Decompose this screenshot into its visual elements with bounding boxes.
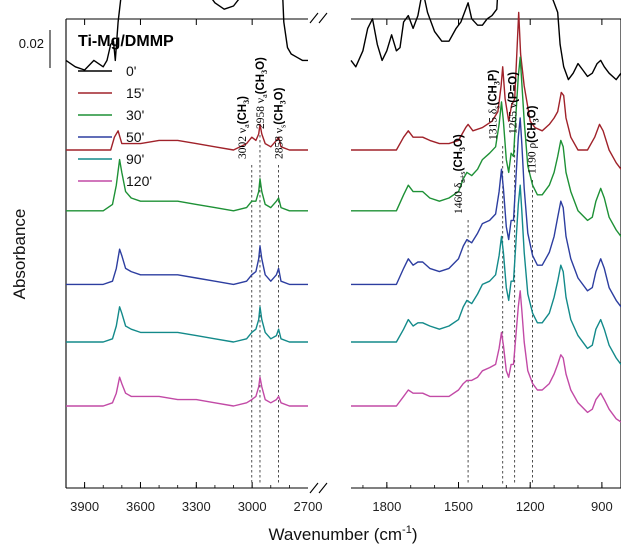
peak-label-1190: 1190 ρ(CH3O) — [527, 105, 541, 174]
series-line-15min — [351, 11, 621, 170]
series-line-50min — [351, 117, 621, 308]
series-line-0min — [350, 0, 621, 81]
x-axis-ticks: 3900 3600 3300 3000 2700 1800 1500 1200 900 — [70, 19, 613, 514]
series-line-30min — [351, 56, 621, 237]
peak-annotations: 3002 νa(CH3) 2958 νa(CH3O) 2858 νs(CH3O) 14… — [237, 57, 541, 214]
x-tick-label: 900 — [591, 499, 613, 514]
x-tick-label: 1800 — [372, 499, 401, 514]
legend-label: 30' — [126, 107, 144, 123]
legend-title: Ti-Mg/DMMP — [78, 33, 174, 50]
legend-label: 0' — [126, 63, 136, 79]
x-tick-label: 3000 — [238, 499, 267, 514]
series-line-30min — [66, 158, 308, 212]
peak-label-1265: 1265 ν(P=O) — [508, 72, 520, 134]
series-line-90min — [351, 184, 621, 365]
peak-label-1315: 1315 δs(CH3P) — [488, 69, 502, 140]
series-line-120min — [66, 376, 308, 407]
plot-frame — [65, 18, 621, 489]
legend-item: 30' — [78, 107, 144, 123]
peak-label-2958: 2958 νa(CH3O) — [255, 57, 269, 129]
legend-label: 120' — [126, 173, 152, 189]
legend-item: 120' — [78, 173, 152, 189]
legend-label: 90' — [126, 151, 144, 167]
scale-bar: 0.02 — [19, 30, 51, 68]
legend-item: 15' — [78, 85, 144, 101]
series-line-90min — [66, 306, 308, 343]
scale-bar-label: 0.02 — [19, 36, 44, 51]
peak-label-2858: 2858 νs(CH3O) — [274, 87, 288, 159]
x-tick-label: 1500 — [444, 499, 473, 514]
series-line-120min — [351, 290, 621, 423]
spectra-series — [65, 0, 621, 423]
legend-item: 0' — [78, 63, 136, 79]
legend-item: 90' — [78, 151, 144, 167]
legend-label: 15' — [126, 85, 144, 101]
x-tick-label: 1200 — [516, 499, 545, 514]
series-line-50min — [66, 245, 308, 286]
peak-label-1460: 1460 δa+s(CH3O) — [453, 134, 467, 214]
y-axis-title: Absorbance — [10, 209, 29, 300]
series-line-0min — [65, 0, 308, 71]
legend-label: 50' — [126, 129, 144, 145]
x-tick-label: 3600 — [126, 499, 155, 514]
legend-item: 50' — [78, 129, 144, 145]
x-tick-label: 3300 — [182, 499, 211, 514]
x-tick-label: 3900 — [70, 499, 99, 514]
x-axis-title: Wavenumber (cm-1) — [269, 524, 418, 544]
series-line-15min — [66, 123, 308, 151]
peak-label-3002: 3002 νa(CH3) — [237, 96, 251, 159]
x-tick-label: 2700 — [294, 499, 323, 514]
legend: Ti-Mg/DMMP 0' 15' 30' 50' 90' 120' — [78, 33, 174, 189]
axis-break-bottom — [309, 482, 328, 494]
axis-break-top — [309, 12, 328, 24]
